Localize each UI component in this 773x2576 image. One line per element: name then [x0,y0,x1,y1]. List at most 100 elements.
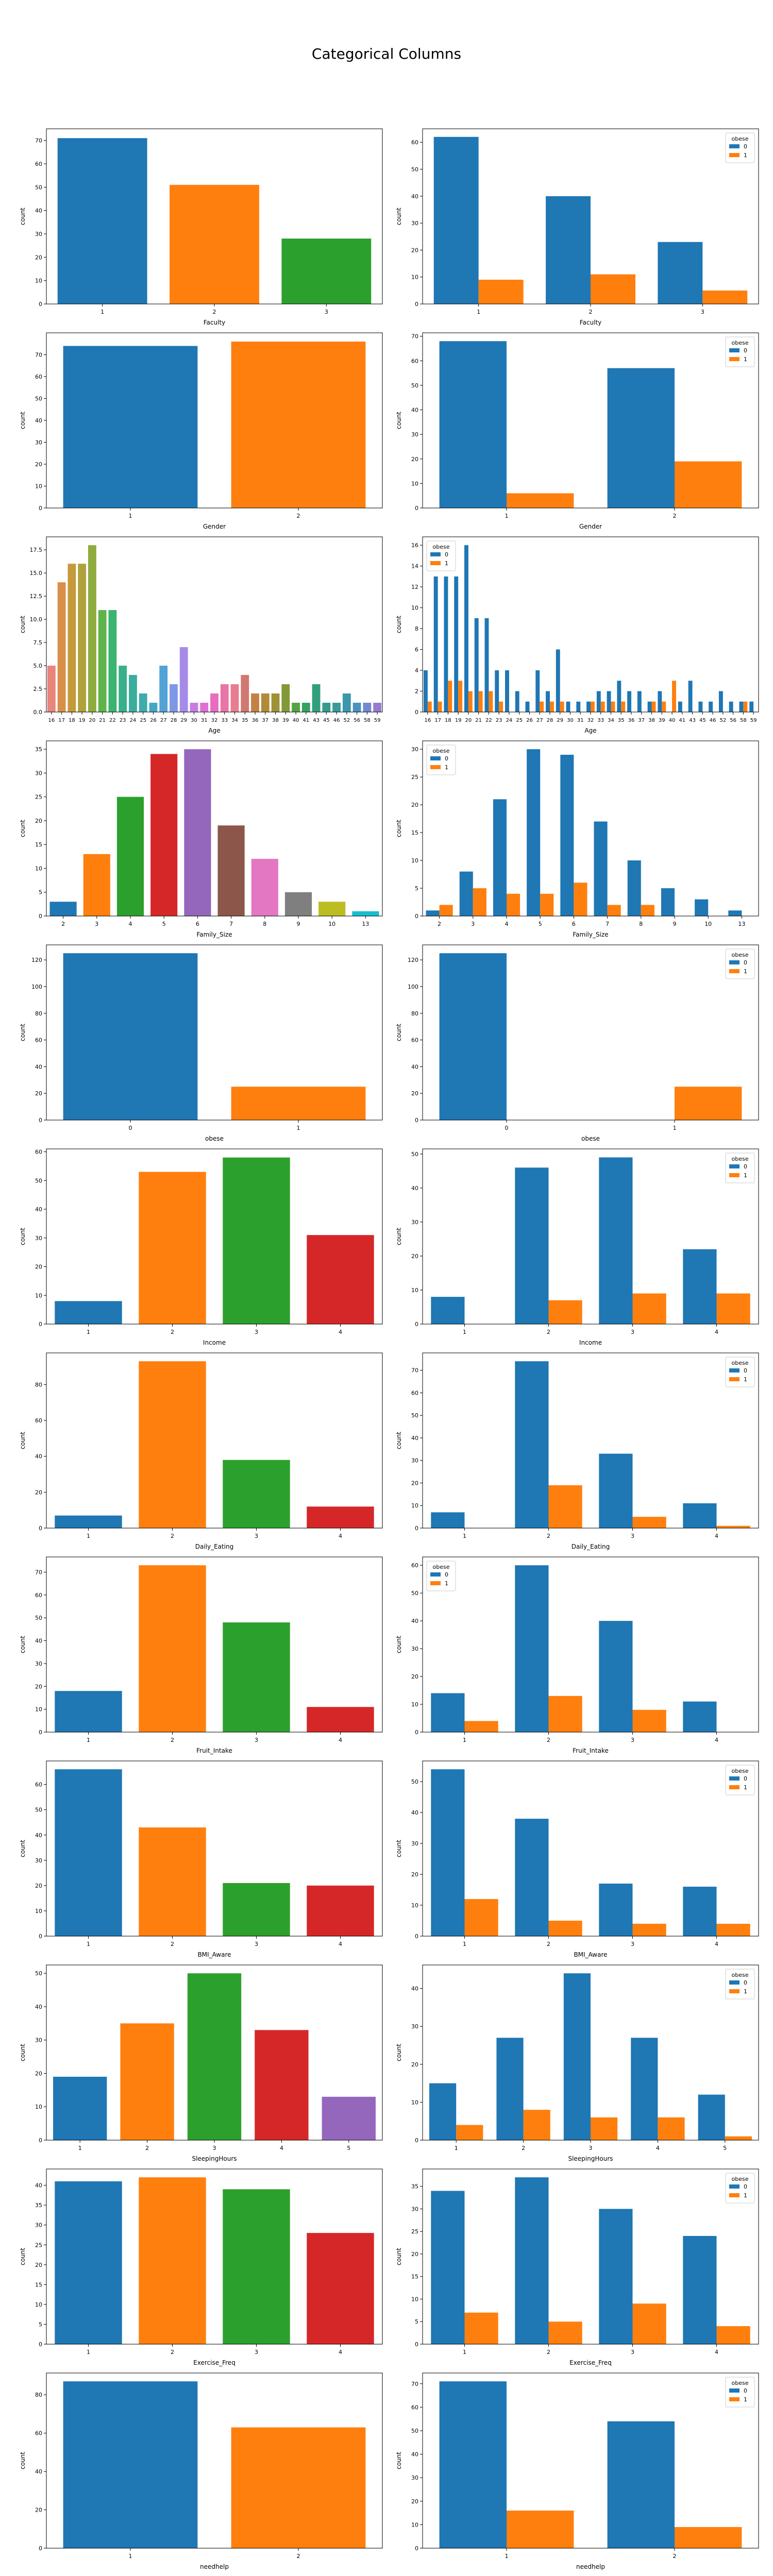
bar-obese-1 [716,2326,750,2344]
bar [47,666,56,712]
y-tick-label: 30 [411,1646,418,1652]
x-tick-label: 2 [547,2349,550,2355]
x-tick-label: 1 [78,2145,82,2151]
y-tick-label: 50 [411,382,418,389]
y-tick-label: 100 [31,984,42,990]
x-tick-label: 1 [297,1125,300,1131]
y-tick-label: 10 [35,1706,42,1713]
x-tick-label: 0 [129,1125,132,1131]
y-axis-label: count [395,2452,402,2469]
x-tick-label: 4 [280,2145,283,2151]
bar-obese-0 [439,2381,507,2548]
x-tick-label: 2 [171,1737,174,1743]
figure-title: Categorical Columns [311,45,462,62]
y-tick-label: 60 [411,2404,418,2411]
bar-obese-0 [607,368,675,508]
y-tick-label: 10 [35,1908,42,1914]
y-tick-label: 25 [411,774,418,781]
bar-obese-1 [540,893,554,916]
y-tick-label: 30 [411,431,418,438]
x-axis-label: Family_Size [196,931,232,938]
x-tick-label: 40 [293,718,299,723]
x-tick-label: 34 [608,718,614,723]
legend-entry-label: 1 [744,2192,747,2199]
y-tick-label: 15 [35,2281,42,2288]
bar-obese-1 [662,701,666,712]
y-tick-label: 30 [35,231,42,238]
x-tick-label: 21 [99,718,106,723]
y-tick-label: 0 [415,2341,418,2348]
bar-obese-0 [546,196,591,304]
y-tick-label: 2.5 [33,686,43,692]
x-axis-label: Gender [203,523,226,530]
y-tick-label: 10 [411,1701,418,1708]
x-tick-label: 2 [673,513,677,519]
x-tick-label: 4 [339,1533,342,1539]
x-tick-label: 31 [577,718,584,723]
bar-obese-1 [507,493,574,508]
y-tick-label: 10 [35,483,42,490]
bar-obese-0 [433,576,438,712]
bar-obese-0 [594,821,608,916]
y-axis-label: count [395,2248,402,2265]
axes-frame [422,2168,759,2345]
bar-obese-0 [496,2038,524,2140]
bar-obese-1 [438,701,442,712]
bar-obese-1 [675,461,742,508]
bar-obese-0 [683,1503,717,1528]
legend-entry-label: 1 [445,1580,448,1587]
bar [63,2381,198,2548]
legend-title: obese [433,748,450,754]
y-tick-label: 12.5 [30,593,43,600]
y-tick-label: 20 [35,1264,42,1270]
bar [119,666,127,712]
bar-obese-1 [548,1300,582,1324]
y-tick-label: 120 [31,957,42,963]
y-axis-label: count [395,2044,402,2061]
y-tick-label: 50 [411,166,418,173]
axes-frame [422,740,759,917]
x-tick-label: 3 [325,309,328,315]
x-tick-label: 3 [255,1941,258,1947]
y-tick-label: 10 [411,605,418,612]
y-tick-label: 25 [411,2228,418,2235]
x-tick-label: 18 [445,718,451,723]
x-tick-label: 22 [109,718,116,723]
bar-obese-0 [566,701,570,712]
x-tick-label: 35 [242,718,248,723]
y-axis-label: count [19,2044,26,2061]
legend-swatch [729,2193,740,2197]
x-tick-label: 28 [171,718,177,723]
y-tick-label: 0 [39,505,42,512]
legend-swatch [729,357,740,361]
x-tick-label: 38 [648,718,655,723]
y-tick-label: 8 [415,625,418,632]
y-tick-label: 20 [411,1673,418,1680]
x-tick-label: 4 [129,921,132,927]
bar [116,796,144,916]
y-tick-label: 10 [411,2296,418,2302]
legend-entry-label: 0 [744,1979,747,1986]
x-tick-label: 0 [505,1125,509,1131]
legend-entry-label: 0 [744,959,747,966]
bar [55,1301,122,1324]
bar-obese-1 [560,701,564,712]
bar-obese-0 [586,701,591,712]
bar [292,703,300,712]
bar [98,610,107,712]
bar-obese-0 [493,799,507,916]
y-tick-label: 60 [411,139,418,146]
y-tick-label: 30 [411,1219,418,1226]
x-tick-label: 46 [333,718,340,723]
x-tick-label: 2 [547,1533,550,1539]
x-tick-label: 59 [374,718,381,723]
x-tick-label: 1 [463,2349,466,2355]
y-tick-label: 15.0 [30,570,43,577]
axes-frame [46,536,383,713]
x-tick-label: 45 [699,718,706,723]
x-tick-label: 3 [213,2145,216,2151]
x-tick-label: 16 [48,718,55,723]
